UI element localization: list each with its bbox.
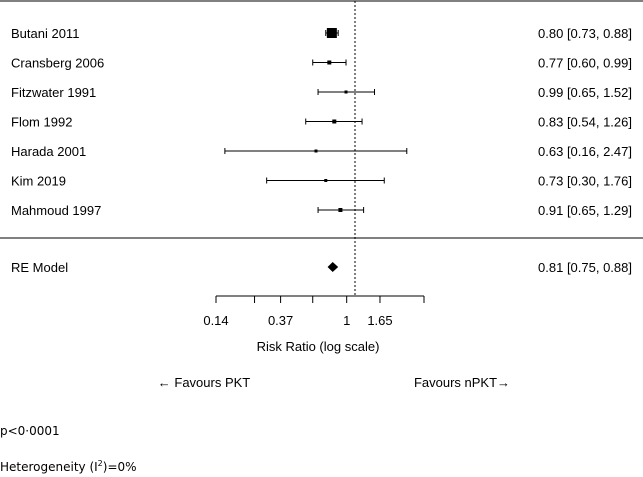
study-row: Harada 2001 0.63 [0.16, 2.47] — [11, 144, 632, 159]
study-row: Mahmoud 1997 0.91 [0.65, 1.29] — [11, 203, 632, 218]
point-estimate-box — [332, 119, 337, 124]
x-axis-label: Risk Ratio (log scale) — [257, 339, 380, 354]
study-label: Fitzwater 1991 — [11, 85, 96, 100]
effect-estimate-text: 0.63 [0.16, 2.47] — [538, 144, 632, 159]
p-value-note: p<0·0001 — [0, 424, 60, 438]
summary-row: RE Model 0.81 [0.75, 0.88] — [11, 260, 632, 275]
study-row: Fitzwater 1991 0.99 [0.65, 1.52] — [11, 85, 632, 100]
favours-right-label: Favours nPKT→ — [414, 375, 510, 390]
summary-label: RE Model — [11, 260, 68, 275]
effect-estimate-text: 0.83 [0.54, 1.26] — [538, 115, 632, 130]
study-label: Butani 2011 — [11, 26, 79, 41]
study-label: Flom 1992 — [11, 115, 72, 130]
tick-label: 0.37 — [268, 313, 293, 328]
summary-diamond — [327, 262, 339, 272]
effect-estimate-text: 0.80 [0.73, 0.88] — [538, 26, 632, 41]
effect-estimate-text: 0.91 [0.65, 1.29] — [538, 203, 632, 218]
effect-estimate-text: 0.73 [0.30, 1.76] — [538, 174, 632, 189]
effect-estimate-text: 0.77 [0.60, 0.99] — [538, 56, 632, 71]
tick-label: 1.65 — [367, 313, 392, 328]
point-estimate-box — [326, 28, 337, 38]
forest-plot: Butani 2011 0.80 [0.73, 0.88] Cransberg 20… — [0, 0, 643, 390]
study-label: Mahmoud 1997 — [11, 203, 101, 218]
heterogeneity-superscript: 2 — [97, 459, 103, 468]
study-label: Cransberg 2006 — [11, 56, 104, 71]
heterogeneity-note: Heterogeneity (I2)=0% — [0, 459, 137, 474]
favours-left-label: ← Favours PKT — [158, 375, 251, 390]
heterogeneity-suffix: )=0% — [102, 460, 137, 474]
effect-estimate-text: 0.99 [0.65, 1.52] — [538, 85, 632, 100]
x-axis: 0.14 0.37 1 1.65 — [203, 295, 425, 328]
point-estimate-box — [327, 60, 332, 65]
study-row: Cransberg 2006 0.77 [0.60, 0.99] — [11, 56, 632, 71]
point-estimate-box — [314, 149, 318, 153]
point-estimate-box — [344, 90, 348, 94]
heterogeneity-prefix: Heterogeneity (I — [0, 460, 98, 474]
summary-estimate-text: 0.81 [0.75, 0.88] — [538, 260, 632, 275]
study-rows: Butani 2011 0.80 [0.73, 0.88] Cransberg 20… — [11, 26, 632, 275]
study-label: Kim 2019 — [11, 174, 66, 189]
point-estimate-box — [338, 208, 343, 212]
tick-label: 0.14 — [203, 313, 228, 328]
tick-label: 1 — [343, 313, 350, 328]
study-label: Harada 2001 — [11, 144, 86, 159]
point-estimate-box — [324, 179, 328, 182]
study-row: Flom 1992 0.83 [0.54, 1.26] — [11, 115, 632, 130]
study-row: Butani 2011 0.80 [0.73, 0.88] — [11, 26, 632, 41]
study-row: Kim 2019 0.73 [0.30, 1.76] — [11, 174, 632, 189]
